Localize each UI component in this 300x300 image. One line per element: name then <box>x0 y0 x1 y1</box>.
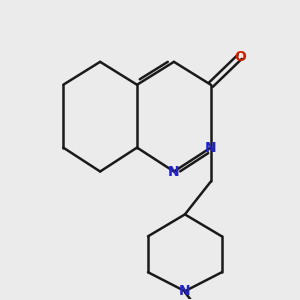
Text: O: O <box>234 50 246 64</box>
Text: N: N <box>205 141 217 154</box>
Text: N: N <box>168 164 180 178</box>
Text: N: N <box>179 284 191 298</box>
